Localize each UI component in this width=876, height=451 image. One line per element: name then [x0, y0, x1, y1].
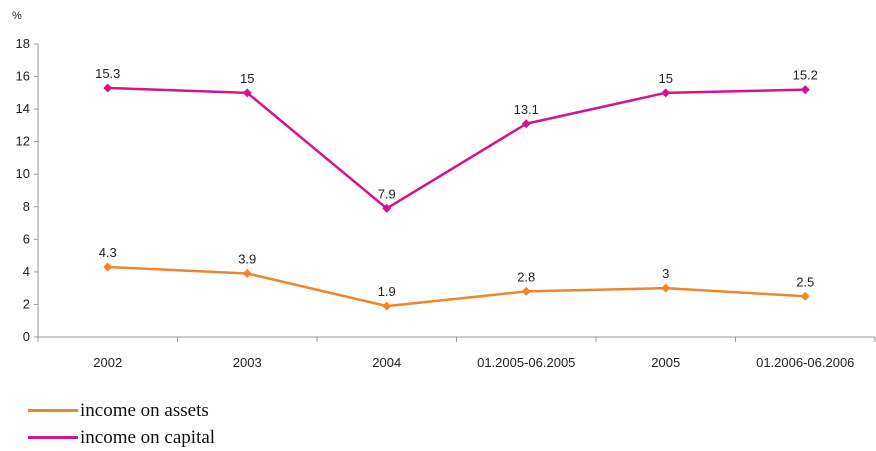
data-label: 3.9 [238, 252, 256, 267]
x-tick-label: 2005 [651, 355, 680, 370]
data-label: 2.8 [517, 269, 535, 284]
y-tick-label: 0 [23, 329, 30, 344]
y-tick-label: 16 [16, 69, 30, 84]
data-point-marker [800, 85, 810, 95]
y-tick-label: 12 [16, 134, 30, 149]
y-axis-ticks: 0 2 4 6 8 10 12 14 16 18 [16, 36, 38, 344]
series-line-income-on-assets [107, 265, 806, 308]
legend-label-assets: income on assets [80, 399, 209, 421]
y-tick-label: 2 [23, 296, 30, 311]
data-point-marker [382, 301, 392, 311]
x-axis-ticks: 2002 2003 2004 01.2005-06.2005 2005 01.2006-0… [37, 337, 876, 370]
x-tick-label: 2002 [93, 355, 122, 370]
data-label: 15.2 [793, 68, 818, 83]
x-tick-label: 01.2006-06.2006 [756, 355, 854, 370]
series-line-income-on-capital [107, 86, 806, 210]
data-label: 3 [662, 266, 669, 281]
data-point-marker [103, 83, 113, 93]
y-tick-label: 14 [16, 101, 30, 116]
data-label: 15 [659, 71, 673, 86]
line-chart: % 0 2 4 6 8 10 12 14 16 18 2002 2003 2004 01.2005-06… [12, 10, 876, 370]
data-point-marker [800, 291, 810, 301]
x-tick-label: 01.2005-06.2005 [477, 355, 575, 370]
data-label: 15 [240, 71, 254, 86]
data-point-marker [242, 269, 252, 279]
y-tick-label: 6 [23, 231, 30, 246]
data-point-marker [521, 119, 531, 129]
data-point-marker [382, 203, 392, 213]
y-tick-label: 18 [16, 36, 30, 51]
data-point-marker [661, 88, 671, 98]
data-label: 7.9 [378, 186, 396, 201]
data-label: 1.9 [378, 284, 396, 299]
x-tick-label: 2004 [372, 355, 401, 370]
y-tick-label: 10 [16, 166, 30, 181]
data-label: 15.3 [95, 66, 120, 81]
y-tick-label: 8 [23, 199, 30, 214]
data-point-marker [521, 286, 531, 296]
data-point-marker [103, 262, 113, 272]
legend: income on assets income on capital [28, 397, 215, 451]
data-label: 2.5 [796, 274, 814, 289]
legend-item-capital: income on capital [28, 424, 215, 451]
x-tick-label: 2003 [233, 355, 262, 370]
y-unit-label: % [12, 10, 22, 22]
legend-item-assets: income on assets [28, 397, 215, 424]
data-point-marker [661, 283, 671, 293]
series-layer: 4.3 3.9 1.9 2.8 3 2.5 15.3 15 7.9 13.1 15 15.2 [95, 66, 818, 311]
data-label: 4.3 [99, 245, 117, 260]
legend-label-capital: income on capital [80, 426, 216, 448]
legend-swatch-capital [28, 436, 78, 439]
y-tick-label: 4 [23, 264, 30, 279]
data-point-marker [242, 88, 252, 98]
legend-swatch-assets [28, 409, 78, 412]
data-label: 13.1 [514, 102, 539, 117]
